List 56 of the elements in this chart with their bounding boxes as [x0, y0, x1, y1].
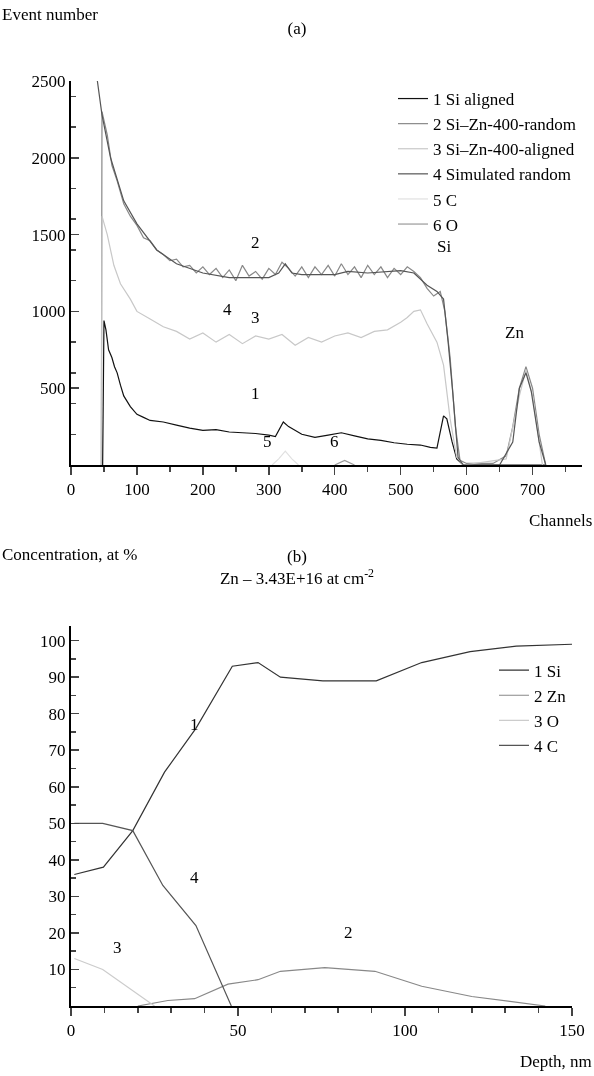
- y-tick-label: 2000: [31, 148, 66, 168]
- legend-label: 2 Si–Zn-400-random: [433, 115, 577, 135]
- y-tick-label: 1000: [31, 302, 66, 322]
- annotation: 1: [251, 384, 260, 403]
- x-axis-title: Depth, nm: [520, 1052, 592, 1071]
- legend-label: 1 Si aligned: [433, 90, 515, 110]
- y-tick-label: 60: [48, 777, 66, 797]
- x-tick-label: 300: [256, 480, 282, 500]
- x-axis-title: Channels: [529, 511, 593, 530]
- y-tick-label: 100: [40, 631, 66, 651]
- annotation: 4: [190, 868, 199, 887]
- x-tick-label: 700: [519, 480, 546, 500]
- y-tick-label: 20: [48, 923, 66, 943]
- annotation: 4: [223, 300, 232, 319]
- x-tick-label: 0: [66, 480, 76, 500]
- chart-subtitle: Zn – 3.43E+16 at cm$^{-2}$: [219, 565, 375, 589]
- x-tick-label: 500: [387, 480, 414, 500]
- chart-title: (a): [287, 18, 307, 38]
- y-tick-label: 10: [48, 960, 66, 980]
- annotation: 6: [330, 432, 339, 451]
- legend-label: 4 C: [534, 737, 559, 757]
- x-tick-label: 50: [229, 1021, 247, 1041]
- y-tick-label: 1500: [31, 225, 66, 245]
- x-tick-label: 0: [66, 1021, 76, 1041]
- legend-label: 6 O: [433, 215, 459, 235]
- annotation: 3: [113, 938, 122, 957]
- y-tick-label: 2500: [31, 71, 66, 91]
- x-tick-label: 400: [321, 480, 348, 500]
- chart-title: (b): [287, 547, 307, 566]
- y-tick-label: 70: [48, 741, 66, 761]
- y-tick-label: 90: [48, 668, 66, 688]
- y-tick-label: 80: [48, 704, 66, 724]
- legend-label: 1 Si: [534, 661, 562, 681]
- legend-label: 2 Zn: [534, 686, 567, 706]
- annotation: 2: [251, 233, 260, 252]
- legend-label: 4 Simulated random: [433, 165, 571, 185]
- y-axis-title: Event number: [2, 5, 99, 24]
- y-tick-label: 30: [48, 887, 66, 907]
- x-tick-label: 100: [392, 1021, 418, 1041]
- annotation: 1: [190, 715, 199, 734]
- y-tick-label: 500: [40, 379, 66, 399]
- legend-label: 3 Si–Zn-400-aligned: [433, 140, 575, 160]
- y-axis-title: Concentration, at %: [2, 545, 138, 564]
- legend-label: 5 C: [433, 190, 458, 210]
- annotation: Si: [437, 237, 452, 256]
- x-tick-label: 600: [453, 480, 480, 500]
- legend-label: 3 O: [534, 711, 560, 731]
- annotation: 5: [263, 432, 272, 451]
- x-tick-label: 200: [190, 480, 216, 500]
- annotation: Zn: [505, 323, 525, 342]
- x-tick-label: 100: [124, 480, 150, 500]
- annotation: 3: [251, 308, 260, 327]
- y-tick-label: 50: [48, 814, 66, 834]
- annotation: 2: [344, 923, 353, 942]
- y-tick-label: 40: [48, 850, 66, 870]
- x-tick-label: 150: [559, 1021, 585, 1041]
